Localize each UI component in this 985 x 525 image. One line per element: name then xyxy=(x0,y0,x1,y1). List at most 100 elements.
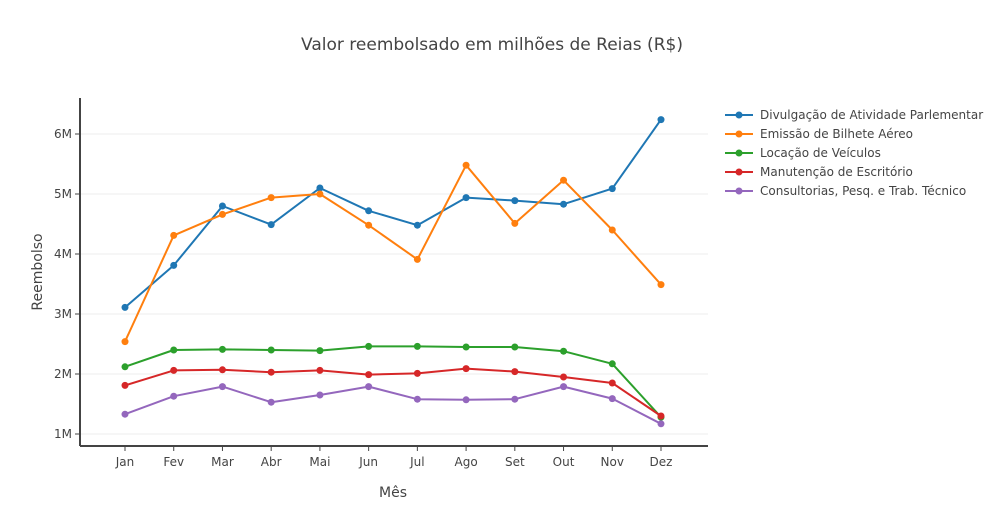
data-point[interactable] xyxy=(267,194,275,202)
data-point[interactable] xyxy=(413,395,421,403)
x-tick-label: Dez xyxy=(650,455,673,469)
data-point[interactable] xyxy=(462,161,470,169)
legend-swatch-marker xyxy=(735,111,743,119)
data-point[interactable] xyxy=(218,366,226,374)
y-tick-label: 1M xyxy=(54,427,72,441)
data-point[interactable] xyxy=(657,420,665,428)
y-axis-title: Reembolso xyxy=(30,233,46,310)
x-tick-label: Jan xyxy=(115,455,135,469)
legend-item[interactable]: Divulgação de Atividade Parlementar xyxy=(725,108,983,122)
data-point[interactable] xyxy=(218,210,226,218)
series-2 xyxy=(121,161,665,346)
legend-item[interactable]: Consultorias, Pesq. e Trab. Técnico xyxy=(725,184,966,198)
series-line xyxy=(124,367,662,417)
data-point[interactable] xyxy=(560,347,568,355)
data-point[interactable] xyxy=(413,369,421,377)
series-4 xyxy=(121,365,665,420)
data-point[interactable] xyxy=(170,366,178,374)
legend-label: Locação de Veículos xyxy=(760,146,881,160)
data-point[interactable] xyxy=(365,342,373,350)
legend-item[interactable]: Locação de Veículos xyxy=(725,146,881,160)
data-point[interactable] xyxy=(316,347,324,355)
x-tick-label: Jul xyxy=(409,455,424,469)
data-point[interactable] xyxy=(316,184,324,192)
legend-swatch-marker xyxy=(735,168,743,176)
y-tick-label: 6M xyxy=(54,127,72,141)
x-tick-label: Jun xyxy=(358,455,378,469)
data-point[interactable] xyxy=(218,383,226,391)
legend-label: Emissão de Bilhete Aéreo xyxy=(760,127,913,141)
data-point[interactable] xyxy=(413,255,421,263)
data-point[interactable] xyxy=(657,116,665,124)
data-point[interactable] xyxy=(511,395,519,403)
data-point[interactable] xyxy=(511,197,519,205)
data-point[interactable] xyxy=(462,396,470,404)
x-tick-label: Out xyxy=(553,455,575,469)
data-point[interactable] xyxy=(267,221,275,229)
legend-item[interactable]: Emissão de Bilhete Aéreo xyxy=(725,127,913,141)
data-point[interactable] xyxy=(121,381,129,389)
data-point[interactable] xyxy=(121,363,129,371)
data-point[interactable] xyxy=(365,207,373,215)
data-point[interactable] xyxy=(657,412,665,420)
x-tick-label: Set xyxy=(505,455,525,469)
y-tick-label: 3M xyxy=(54,307,72,321)
y-tick-label: 5M xyxy=(54,187,72,201)
x-tick-label: Ago xyxy=(455,455,478,469)
data-point[interactable] xyxy=(608,185,616,193)
series-1 xyxy=(121,116,665,311)
legend-label: Divulgação de Atividade Parlementar xyxy=(760,108,983,122)
data-point[interactable] xyxy=(608,395,616,403)
y-tick-label: 2M xyxy=(54,367,72,381)
data-point[interactable] xyxy=(365,371,373,379)
x-tick-label: Mai xyxy=(309,455,330,469)
data-point[interactable] xyxy=(462,343,470,351)
data-point[interactable] xyxy=(462,194,470,202)
grid-lines xyxy=(80,133,708,435)
data-point[interactable] xyxy=(121,303,129,311)
data-point[interactable] xyxy=(511,219,519,227)
data-point[interactable] xyxy=(316,190,324,198)
data-point[interactable] xyxy=(511,343,519,351)
x-tick-label: Abr xyxy=(261,455,282,469)
data-point[interactable] xyxy=(413,221,421,229)
y-tick-label: 4M xyxy=(54,247,72,261)
series-line xyxy=(124,385,662,425)
data-point[interactable] xyxy=(608,360,616,368)
data-point[interactable] xyxy=(170,392,178,400)
data-point[interactable] xyxy=(121,410,129,418)
y-axis-ticks: 1M 2M 3M 4M 5M 6M xyxy=(54,127,80,441)
data-point[interactable] xyxy=(218,345,226,353)
data-point[interactable] xyxy=(316,366,324,374)
x-tick-label: Nov xyxy=(601,455,624,469)
data-point[interactable] xyxy=(121,338,129,346)
data-point[interactable] xyxy=(170,346,178,354)
data-point[interactable] xyxy=(608,379,616,387)
data-point[interactable] xyxy=(365,221,373,229)
legend[interactable]: Divulgação de Atividade Parlementar Emiss… xyxy=(725,108,983,198)
data-point[interactable] xyxy=(560,373,568,381)
data-point[interactable] xyxy=(365,383,373,391)
series-line xyxy=(124,164,662,343)
data-point[interactable] xyxy=(267,398,275,406)
data-point[interactable] xyxy=(657,281,665,289)
x-axis-title: Mês xyxy=(379,485,407,501)
data-point[interactable] xyxy=(267,346,275,354)
data-point[interactable] xyxy=(316,391,324,399)
data-point[interactable] xyxy=(218,202,226,210)
data-point[interactable] xyxy=(608,226,616,234)
series-line xyxy=(124,345,662,418)
data-point[interactable] xyxy=(560,176,568,184)
data-point[interactable] xyxy=(462,365,470,373)
data-point[interactable] xyxy=(267,368,275,376)
data-point[interactable] xyxy=(560,200,568,208)
data-point[interactable] xyxy=(170,261,178,269)
legend-label: Manutenção de Escritório xyxy=(760,165,913,179)
data-point[interactable] xyxy=(511,368,519,376)
data-point[interactable] xyxy=(170,231,178,239)
series-3 xyxy=(121,342,665,421)
legend-swatch-marker xyxy=(735,187,743,195)
data-point[interactable] xyxy=(560,383,568,391)
legend-item[interactable]: Manutenção de Escritório xyxy=(725,165,913,179)
data-point[interactable] xyxy=(413,342,421,350)
